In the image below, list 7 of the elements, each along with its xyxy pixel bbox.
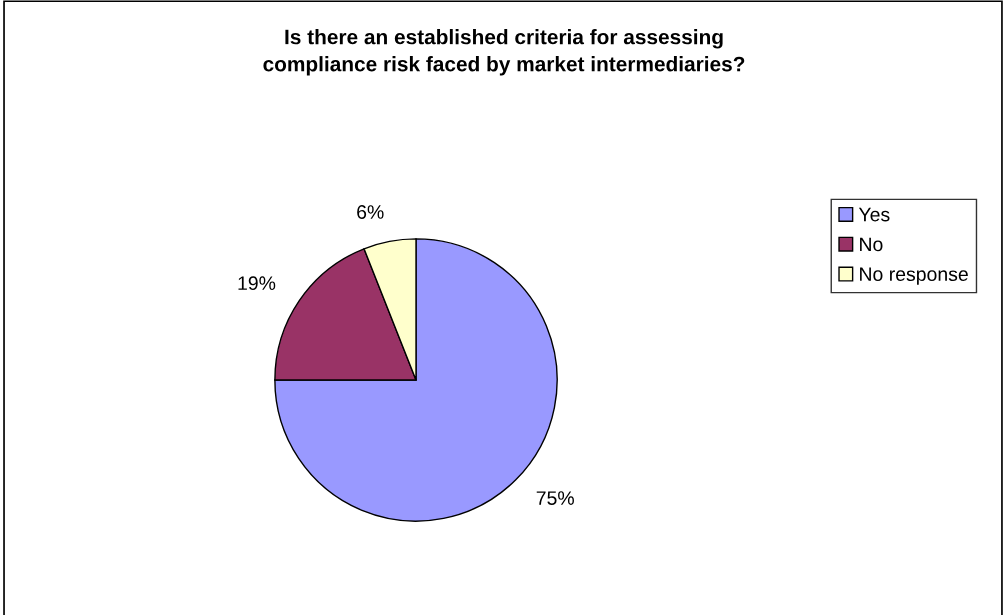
data-label: 75% xyxy=(536,491,574,505)
data-label: 6% xyxy=(357,205,384,219)
legend-label: No response xyxy=(860,267,968,285)
legend-label: No xyxy=(860,237,883,252)
legend-label: Yes xyxy=(858,207,890,222)
chart-title: Is there an established criteria for assessing compliance risk faced by market intermediaries? xyxy=(263,29,745,76)
data-label: 19% xyxy=(238,276,276,291)
